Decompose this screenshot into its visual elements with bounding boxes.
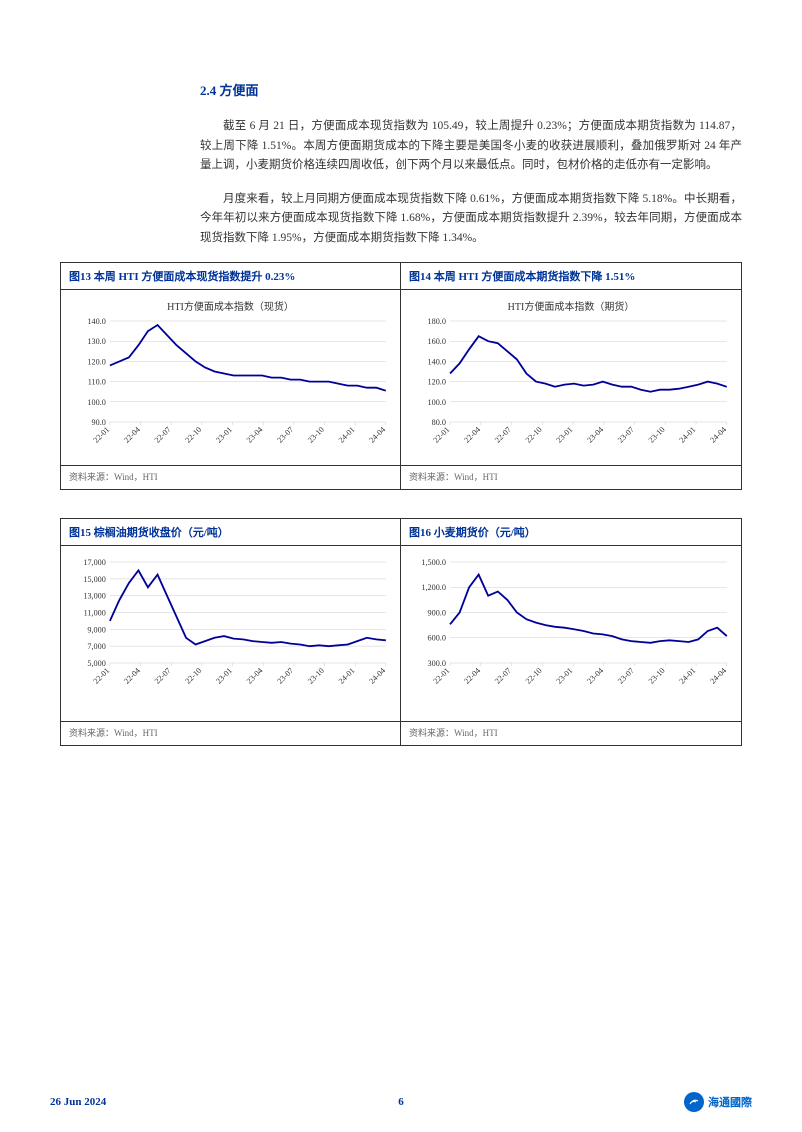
- svg-text:22-07: 22-07: [493, 666, 513, 685]
- svg-text:11,000: 11,000: [84, 609, 106, 618]
- svg-text:22-04: 22-04: [462, 666, 482, 685]
- chart-14-title: 图14 本周 HTI 方便面成本期货指数下降 1.51%: [401, 263, 741, 290]
- footer-logo: 海通國際: [684, 1092, 752, 1112]
- footer-page-number: 6: [398, 1096, 404, 1108]
- svg-text:23-10: 23-10: [306, 425, 326, 444]
- svg-text:13,000: 13,000: [83, 592, 105, 601]
- svg-text:180.0: 180.0: [428, 317, 446, 326]
- svg-text:900.0: 900.0: [428, 609, 446, 618]
- svg-text:24-01: 24-01: [337, 425, 357, 444]
- svg-text:24-04: 24-04: [367, 425, 387, 444]
- chart-16-svg: 300.0600.0900.01,200.01,500.022-0122-042…: [407, 558, 735, 693]
- svg-text:23-07: 23-07: [616, 425, 636, 444]
- svg-text:140.0: 140.0: [87, 317, 105, 326]
- svg-text:22-01: 22-01: [91, 425, 111, 444]
- logo-icon: [684, 1092, 704, 1112]
- svg-text:23-01: 23-01: [214, 666, 234, 685]
- chart-16-title: 图16 小麦期货价（元/吨）: [401, 519, 741, 546]
- svg-text:24-04: 24-04: [708, 666, 728, 685]
- chart-13-svg: 90.0100.0110.0120.0130.0140.022-0122-042…: [67, 317, 394, 452]
- svg-text:600.0: 600.0: [428, 634, 446, 643]
- svg-text:22-10: 22-10: [183, 666, 203, 685]
- svg-text:23-10: 23-10: [647, 425, 667, 444]
- svg-text:1,500.0: 1,500.0: [421, 558, 446, 567]
- svg-text:23-10: 23-10: [306, 666, 326, 685]
- svg-text:24-01: 24-01: [337, 666, 357, 685]
- svg-text:120.0: 120.0: [87, 358, 105, 367]
- chart-15-title: 图15 棕榈油期货收盘价（元/吨）: [61, 519, 400, 546]
- svg-text:22-01: 22-01: [432, 425, 452, 444]
- svg-text:7,000: 7,000: [87, 643, 105, 652]
- svg-text:22-01: 22-01: [91, 666, 111, 685]
- section-heading: 2.4 方便面: [200, 80, 742, 99]
- svg-text:22-10: 22-10: [524, 666, 544, 685]
- svg-text:23-04: 23-04: [585, 425, 605, 444]
- svg-text:23-01: 23-01: [214, 425, 234, 444]
- paragraph-1: 截至 6 月 21 日，方便面成本现货指数为 105.49，较上周提升 0.23…: [200, 117, 742, 176]
- svg-text:22-10: 22-10: [183, 425, 203, 444]
- svg-text:24-01: 24-01: [678, 666, 698, 685]
- chart-15-source: 资料来源：Wind，HTI: [61, 721, 400, 745]
- svg-text:100.0: 100.0: [87, 398, 105, 407]
- svg-text:100.0: 100.0: [428, 398, 446, 407]
- svg-text:22-07: 22-07: [153, 425, 173, 444]
- svg-text:23-04: 23-04: [245, 666, 265, 685]
- chart-row-1: 图13 本周 HTI 方便面成本现货指数提升 0.23% HTI方便面成本指数（…: [60, 262, 742, 490]
- chart-14-svg: 80.0100.0120.0140.0160.0180.022-0122-042…: [407, 317, 735, 452]
- svg-text:24-04: 24-04: [367, 666, 387, 685]
- logo-text: 海通國際: [708, 1094, 752, 1110]
- paragraph-2: 月度来看，较上月同期方便面成本现货指数下降 0.61%，方便面成本期货指数下降 …: [200, 190, 742, 249]
- chart-13-cell: 图13 本周 HTI 方便面成本现货指数提升 0.23% HTI方便面成本指数（…: [61, 263, 401, 489]
- svg-text:24-04: 24-04: [708, 425, 728, 444]
- svg-text:1,200.0: 1,200.0: [421, 584, 446, 593]
- chart-row-2: 图15 棕榈油期货收盘价（元/吨） 5,0007,0009,00011,0001…: [60, 518, 742, 746]
- svg-text:23-01: 23-01: [555, 425, 575, 444]
- footer-date: 26 Jun 2024: [50, 1096, 106, 1108]
- chart-15-cell: 图15 棕榈油期货收盘价（元/吨） 5,0007,0009,00011,0001…: [61, 519, 401, 745]
- svg-text:23-07: 23-07: [275, 666, 295, 685]
- svg-text:23-04: 23-04: [585, 666, 605, 685]
- svg-text:15,000: 15,000: [83, 575, 105, 584]
- svg-text:23-04: 23-04: [245, 425, 265, 444]
- svg-text:130.0: 130.0: [87, 338, 105, 347]
- chart-14-cell: 图14 本周 HTI 方便面成本期货指数下降 1.51% HTI方便面成本指数（…: [401, 263, 741, 489]
- svg-text:23-07: 23-07: [275, 425, 295, 444]
- chart-13-source: 资料来源：Wind，HTI: [61, 465, 400, 489]
- svg-text:22-01: 22-01: [432, 666, 452, 685]
- svg-text:22-04: 22-04: [122, 666, 142, 685]
- svg-text:23-01: 23-01: [555, 666, 575, 685]
- svg-text:22-04: 22-04: [122, 425, 142, 444]
- chart-14-inner-title: HTI方便面成本指数（期货）: [407, 298, 735, 313]
- svg-text:24-01: 24-01: [678, 425, 698, 444]
- svg-text:23-10: 23-10: [647, 666, 667, 685]
- svg-text:17,000: 17,000: [83, 558, 105, 567]
- svg-text:120.0: 120.0: [428, 378, 446, 387]
- svg-text:23-07: 23-07: [616, 666, 636, 685]
- svg-text:22-10: 22-10: [524, 425, 544, 444]
- svg-text:140.0: 140.0: [428, 358, 446, 367]
- chart-14-source: 资料来源：Wind，HTI: [401, 465, 741, 489]
- svg-text:160.0: 160.0: [428, 338, 446, 347]
- chart-15-svg: 5,0007,0009,00011,00013,00015,00017,0002…: [67, 558, 394, 693]
- svg-text:9,000: 9,000: [87, 626, 105, 635]
- svg-text:110.0: 110.0: [88, 378, 106, 387]
- chart-16-cell: 图16 小麦期货价（元/吨） 300.0600.0900.01,200.01,5…: [401, 519, 741, 745]
- chart-16-source: 资料来源：Wind，HTI: [401, 721, 741, 745]
- chart-13-inner-title: HTI方便面成本指数（现货）: [67, 298, 394, 313]
- svg-text:22-07: 22-07: [493, 425, 513, 444]
- svg-text:22-04: 22-04: [462, 425, 482, 444]
- chart-13-title: 图13 本周 HTI 方便面成本现货指数提升 0.23%: [61, 263, 400, 290]
- svg-text:22-07: 22-07: [153, 666, 173, 685]
- page-footer: 26 Jun 2024 6 海通國際: [0, 1092, 802, 1112]
